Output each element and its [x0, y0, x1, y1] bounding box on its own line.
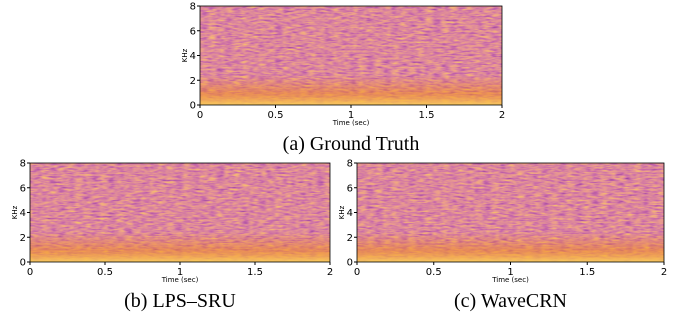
- caption: (a) Ground Truth: [283, 133, 420, 155]
- y-tick-label: 0: [20, 258, 26, 269]
- x-tick-label: 1: [348, 110, 354, 121]
- y-tick-label: 4: [20, 208, 26, 219]
- y-tick-label: 4: [347, 208, 353, 219]
- caption: (c) WaveCRN: [454, 290, 567, 312]
- y-tick-label: 6: [190, 26, 196, 37]
- x-axis-label: Time (sec): [161, 276, 199, 284]
- x-tick-label: 2: [327, 267, 333, 278]
- x-tick-label: 1: [507, 267, 513, 278]
- y-tick-label: 2: [347, 233, 353, 244]
- x-tick-label: 0.5: [97, 267, 113, 278]
- x-tick-label: 0: [197, 110, 203, 121]
- x-tick-label: 2: [499, 110, 505, 121]
- x-tick-label: 2: [661, 267, 667, 278]
- y-tick-label: 4: [190, 51, 196, 62]
- x-axis-label: Time (sec): [332, 119, 370, 127]
- x-tick-label: 0: [354, 267, 360, 278]
- caption: (b) LPS–SRU: [124, 290, 236, 312]
- low-frequency-energy: [357, 163, 664, 262]
- y-tick-label: 6: [20, 183, 26, 194]
- x-tick-label: 0.5: [426, 267, 442, 278]
- x-tick-label: 1.5: [579, 267, 595, 278]
- y-tick-label: 0: [347, 258, 353, 269]
- low-frequency-energy: [30, 163, 330, 262]
- y-axis-label: KHz: [11, 205, 19, 219]
- x-tick-label: 1.5: [247, 267, 263, 278]
- y-axis-label: KHz: [338, 205, 346, 219]
- y-tick-label: 8: [347, 159, 353, 170]
- y-tick-label: 2: [20, 233, 26, 244]
- y-tick-label: 6: [347, 183, 353, 194]
- x-tick-label: 0: [27, 267, 33, 278]
- x-tick-label: 1: [177, 267, 183, 278]
- y-tick-label: 8: [190, 2, 196, 13]
- y-tick-label: 0: [190, 101, 196, 112]
- y-axis-label: KHz: [181, 48, 189, 62]
- x-axis-label: Time (sec): [491, 276, 529, 284]
- low-frequency-energy: [200, 6, 502, 105]
- x-tick-label: 1.5: [419, 110, 435, 121]
- y-tick-label: 2: [190, 76, 196, 87]
- x-tick-label: 0.5: [268, 110, 284, 121]
- y-tick-label: 8: [20, 159, 26, 170]
